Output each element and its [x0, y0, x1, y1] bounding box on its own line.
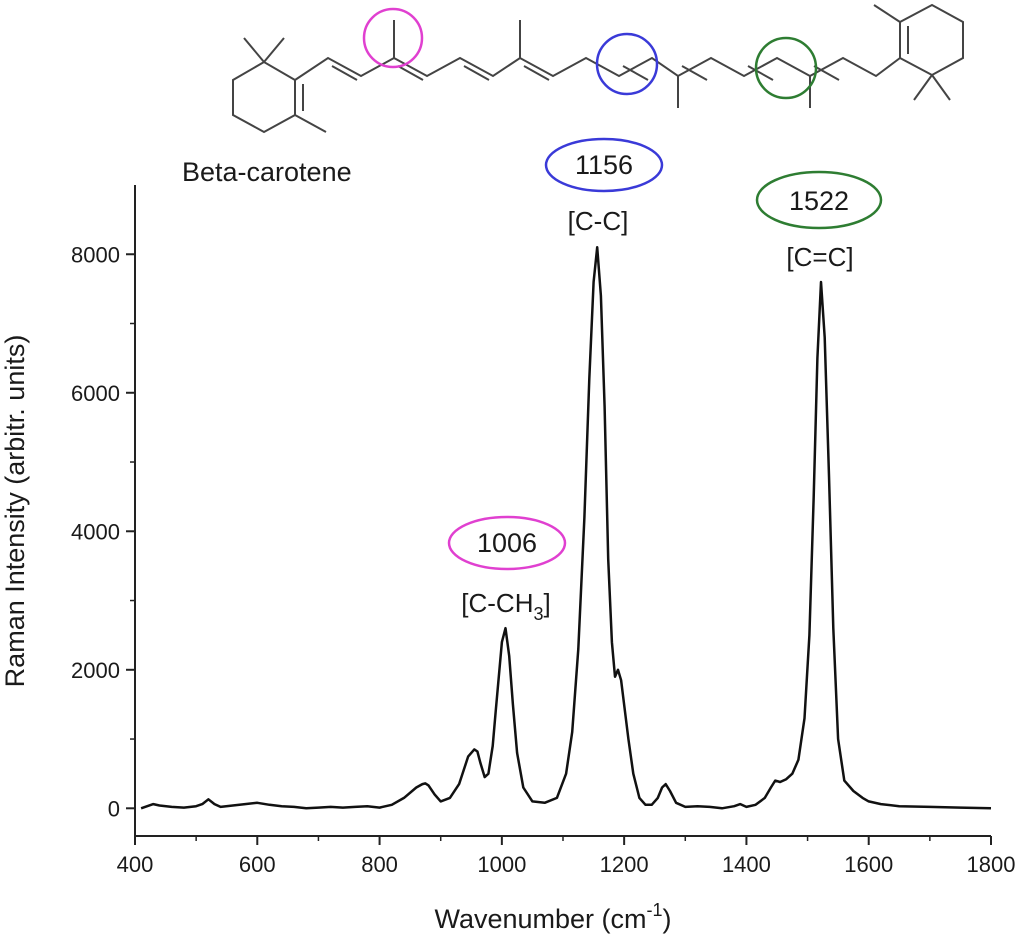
bond-label-c-ch3-sub: 3 [533, 604, 543, 624]
bond-label-c-ch3: [C-CH3] [461, 588, 550, 624]
polyene-chain [294, 56, 901, 81]
compound-label: Beta-carotene [182, 157, 352, 187]
molecule-ring-c-double-c [754, 36, 818, 100]
x-tick-label: 1400 [722, 852, 771, 877]
peak-label-1006: 1006 [477, 528, 537, 558]
right-ring-methyl-3 [931, 74, 951, 101]
bond-label-c-c: [C-C] [568, 206, 629, 236]
x-tick-label: 400 [117, 852, 154, 877]
y-axis-title: Raman Intensity (arbitr. units) [0, 335, 30, 688]
y-tick-label: 0 [108, 796, 120, 821]
chain-double-5 [622, 65, 649, 81]
molecule-ring-c-ch3 [362, 7, 424, 69]
x-tick-label: 1600 [844, 852, 893, 877]
peak-label-ring-1156 [544, 137, 664, 193]
chain-double-6 [681, 65, 708, 81]
chain-double-7 [747, 65, 774, 81]
left-ring-methyl-2 [263, 37, 285, 63]
right-ring [899, 3, 964, 77]
annotation-1006: 1006 [C-CH3] [447, 515, 567, 624]
left-ring [232, 60, 296, 134]
chain-double-3 [463, 65, 490, 81]
peak-label-1156: 1156 [575, 150, 633, 180]
chain-double-4 [523, 65, 550, 81]
x-axis-title-end: ) [663, 904, 672, 934]
axes [134, 185, 991, 837]
bond-label-c-ch3-main: [C-CH [461, 588, 533, 618]
x-tick-label: 600 [239, 852, 276, 877]
bond-label-c-double-c: [C=C] [786, 242, 853, 272]
chain-double-2 [397, 65, 424, 81]
annotation-1156: 1156 [C-C] [544, 137, 664, 236]
bond-label-c-ch3-end: ] [544, 588, 551, 618]
y-tick-label: 4000 [71, 519, 120, 544]
chain-double-1 [331, 65, 358, 81]
chain-double-8 [813, 65, 840, 81]
x-ticks: 400 600 800 1000 1200 1400 1600 1800 [117, 836, 1016, 877]
annotation-1522: 1522 [C=C] [755, 170, 883, 272]
left-ring-methyl-1 [243, 37, 265, 63]
x-axis-title-sup: -1 [647, 900, 663, 920]
y-tick-label: 2000 [71, 658, 120, 683]
right-ring-methyl-2 [913, 74, 933, 101]
x-axis-title: Wavenumber (cm-1) [434, 900, 671, 934]
molecule-ring-c-c [595, 32, 659, 96]
x-axis-title-main: Wavenumber (cm [434, 904, 646, 934]
y-ticks: 0 2000 4000 6000 8000 [71, 242, 135, 821]
molecule-structure [232, 3, 964, 134]
peak-label-1522: 1522 [789, 186, 849, 216]
series-line [140, 246, 992, 810]
x-tick-label: 1200 [600, 852, 649, 877]
y-tick-label: 8000 [71, 242, 120, 267]
x-tick-label: 1800 [967, 852, 1016, 877]
right-ring-methyl-1 [873, 4, 901, 23]
x-tick-label: 800 [361, 852, 398, 877]
x-tick-label: 1000 [477, 852, 526, 877]
peak-label-ring-1006 [447, 515, 567, 571]
y-tick-label: 6000 [71, 381, 120, 406]
peak-label-ring-1522 [755, 170, 883, 230]
left-ring-methyl-3 [294, 114, 327, 133]
